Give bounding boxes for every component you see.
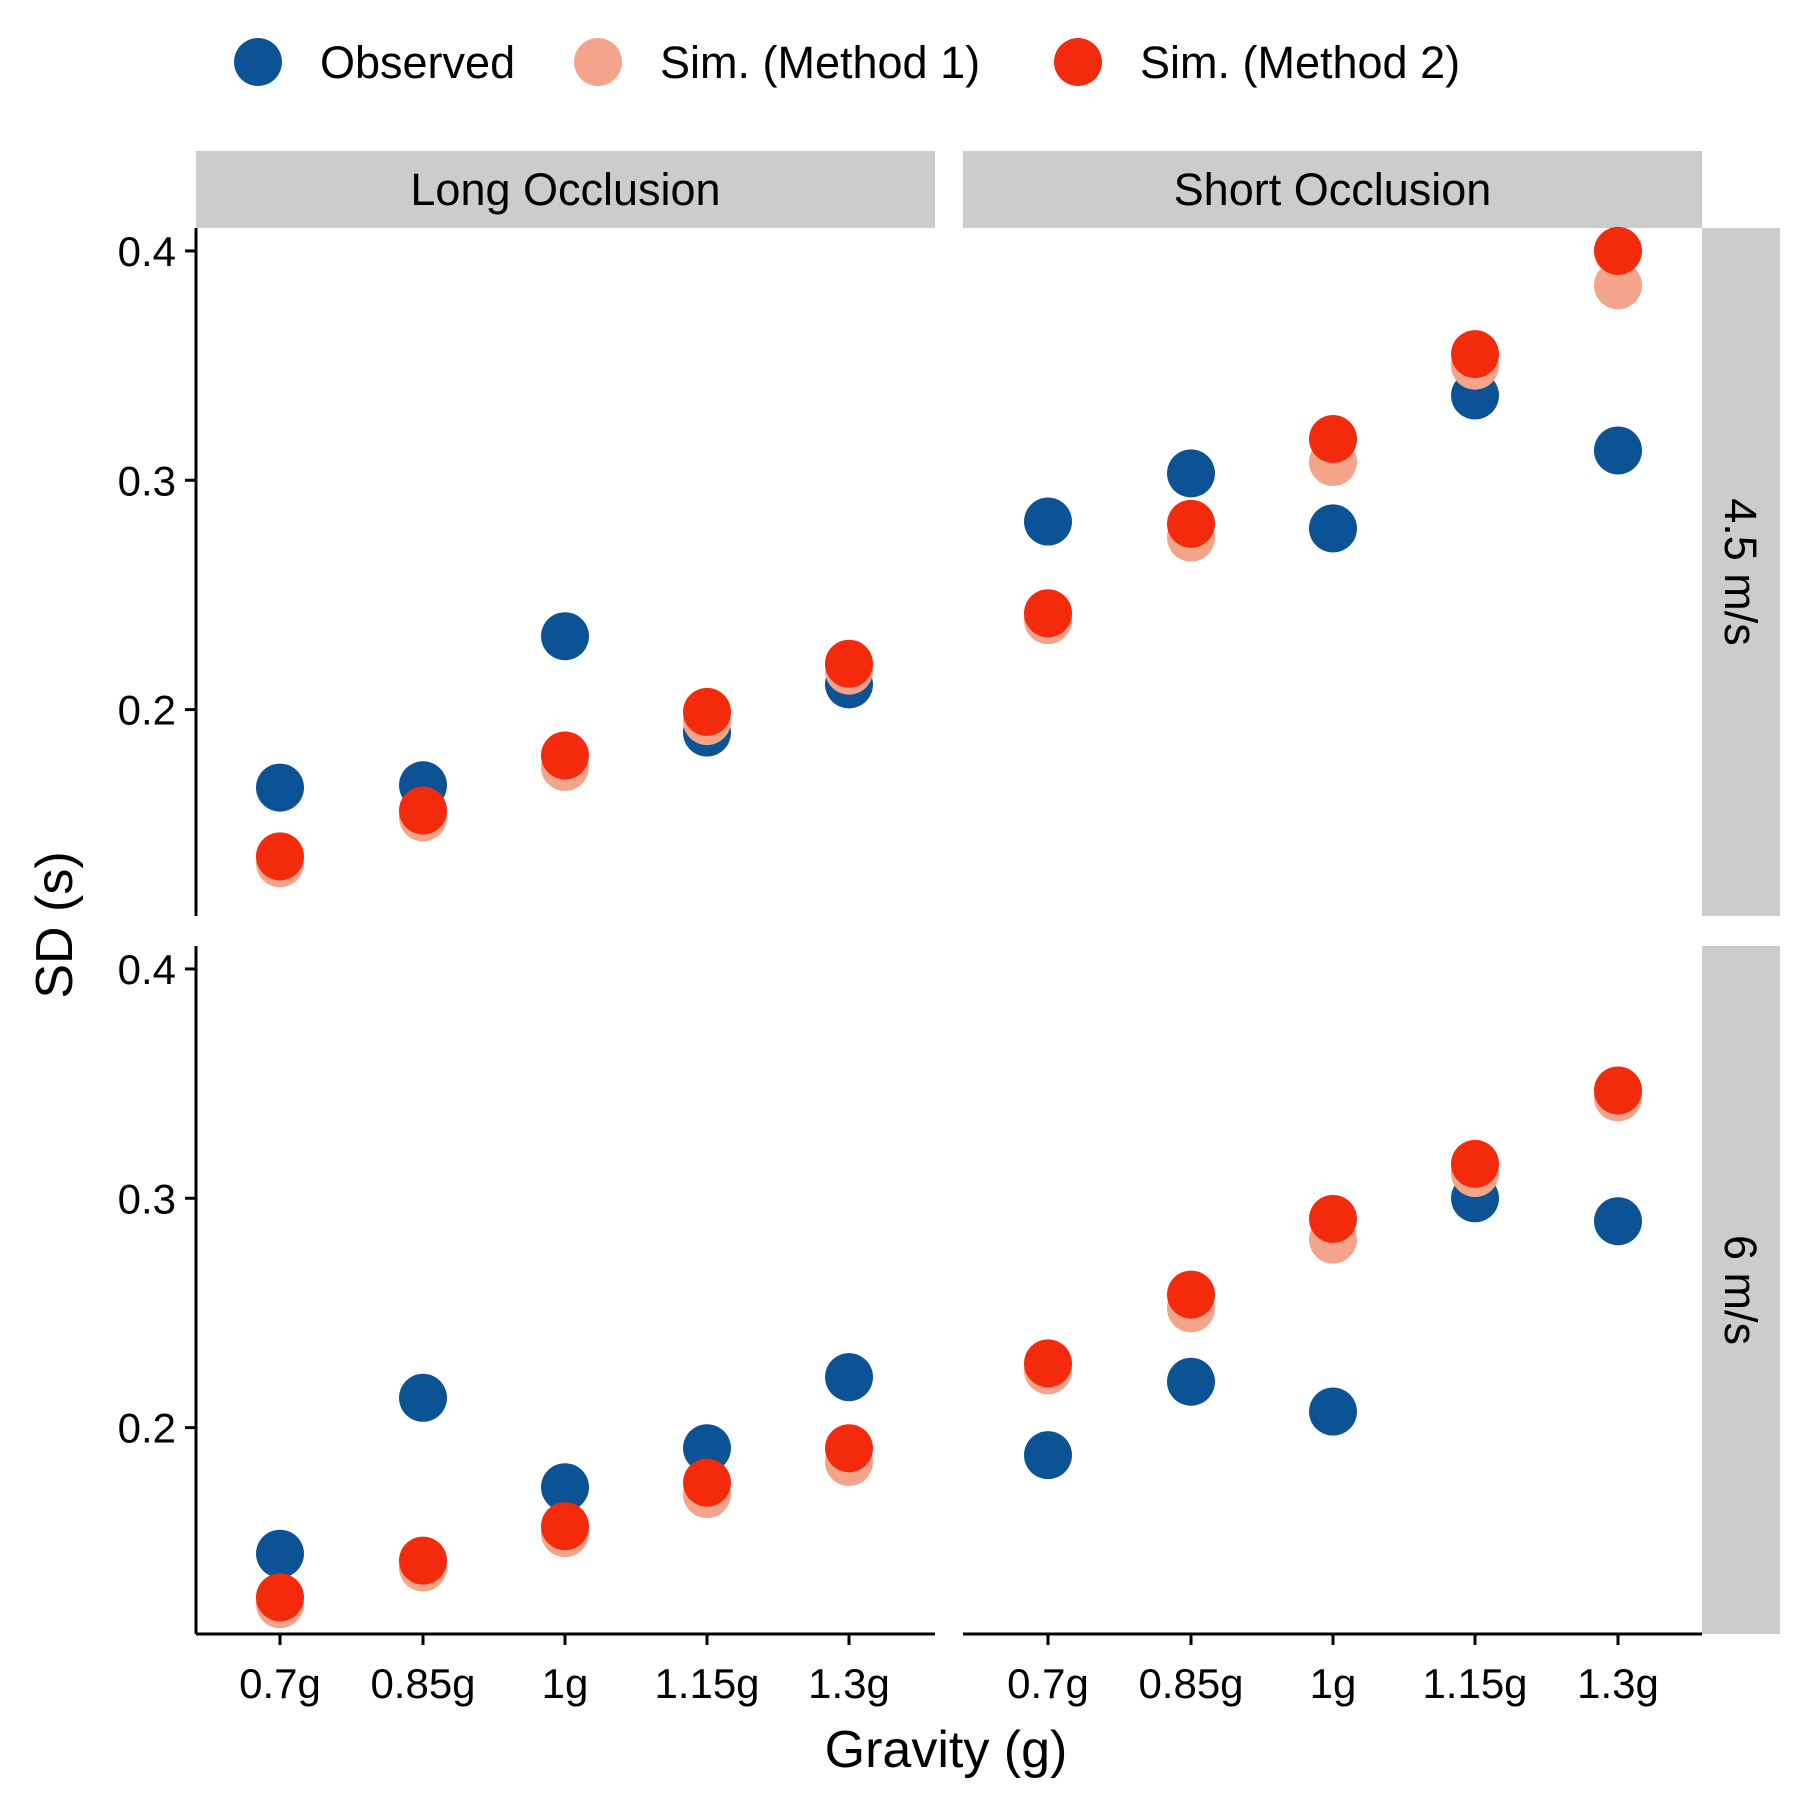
- legend: Observed Sim. (Method 1) Sim. (Method 2): [234, 37, 1460, 88]
- point-sim-method-2: [683, 687, 731, 736]
- point-sim-method-2: [541, 1502, 589, 1551]
- y-tick-label: 0.3: [118, 457, 176, 504]
- legend-label-sim-method-2: Sim. (Method 2): [1140, 37, 1460, 88]
- point-sim-method-2: [1024, 1339, 1072, 1388]
- point-observed: [1594, 1197, 1642, 1246]
- legend-key-observed: [234, 38, 282, 86]
- facet-label-4-5-m-s: 4.5 m/s: [1715, 498, 1766, 646]
- point-sim-method-2: [256, 832, 304, 881]
- point-sim-method-2: [683, 1458, 731, 1507]
- x-tick-label: 0.85g: [1138, 1660, 1243, 1707]
- point-sim-method-2: [1594, 1066, 1642, 1115]
- point-sim-method-2: [399, 1536, 447, 1585]
- point-sim-method-1: [1594, 261, 1642, 310]
- point-sim-method-2: [1451, 330, 1499, 379]
- legend-label-sim-method-1: Sim. (Method 1): [660, 37, 980, 88]
- y-tick-label: 0.4: [118, 946, 176, 993]
- point-sim-method-2: [1594, 226, 1642, 275]
- point-observed: [1024, 1431, 1072, 1480]
- point-observed: [1167, 1357, 1215, 1406]
- y-tick-label: 0.3: [118, 1175, 176, 1222]
- legend-key-sim-method-2: [1054, 38, 1102, 86]
- x-tick-label: 0.7g: [239, 1660, 321, 1707]
- point-observed: [1309, 504, 1357, 553]
- facet-strip-4-5-m-s: [1702, 228, 1780, 916]
- legend-key-sim-method-1: [574, 38, 622, 86]
- point-observed: [399, 1373, 447, 1422]
- x-tick-label: 0.7g: [1007, 1660, 1089, 1707]
- point-observed: [1167, 449, 1215, 498]
- y-tick-label: 0.2: [118, 1405, 176, 1452]
- legend-label-observed: Observed: [320, 37, 515, 88]
- point-sim-method-2: [1167, 1270, 1215, 1319]
- point-sim-method-2: [1309, 1194, 1357, 1243]
- point-sim-method-2: [825, 1424, 873, 1473]
- y-tick-label: 0.4: [118, 228, 176, 275]
- point-observed: [1024, 497, 1072, 546]
- axes: 0.2 0.3 0.4 0.2 0.3 0.4 0.7g 0.85g 1g 1.15g 1.3g 0.…: [118, 228, 1702, 1707]
- x-tick-label: 1.3g: [808, 1660, 890, 1707]
- y-tick-label: 0.2: [118, 687, 176, 734]
- point-observed: [1594, 426, 1642, 475]
- x-tick-label: 1.15g: [654, 1660, 759, 1707]
- point-sim-method-2: [1167, 499, 1215, 548]
- point-observed: [683, 1424, 731, 1473]
- axis-titles: Gravity (g) SD (s): [26, 851, 1067, 1779]
- facet-label-long-occlusion: Long Occlusion: [410, 164, 720, 215]
- point-observed: [1309, 1387, 1357, 1436]
- y-axis-title: SD (s): [26, 851, 84, 998]
- facet-label-6-m-s: 6 m/s: [1715, 1235, 1766, 1345]
- point-sim-method-2: [1309, 414, 1357, 463]
- facet-strip-long-occlusion: [196, 151, 935, 228]
- point-observed: [541, 1463, 589, 1512]
- facet-strip-6-m-s: [1702, 946, 1780, 1634]
- point-sim-method-2: [825, 639, 873, 688]
- point-observed: [825, 1353, 873, 1402]
- x-tick-label: 1g: [1310, 1660, 1357, 1707]
- point-sim-method-2: [399, 786, 447, 835]
- x-tick-label: 0.85g: [370, 1660, 475, 1707]
- point-sim-method-2: [1451, 1139, 1499, 1188]
- x-tick-label: 1.15g: [1422, 1660, 1527, 1707]
- point-observed: [256, 1529, 304, 1578]
- x-tick-label: 1.3g: [1577, 1660, 1659, 1707]
- x-tick-label: 1g: [542, 1660, 589, 1707]
- facet-strips: Long Occlusion Short Occlusion 4.5 m/s 6 m/…: [196, 151, 1780, 1634]
- point-observed: [256, 763, 304, 812]
- point-sim-method-2: [256, 1573, 304, 1622]
- x-axis-title: Gravity (g): [825, 1721, 1068, 1779]
- facet-strip-short-occlusion: [963, 151, 1702, 228]
- point-sim-method-2: [541, 731, 589, 780]
- data-points: [256, 226, 1642, 1629]
- facet-label-short-occlusion: Short Occlusion: [1174, 164, 1492, 215]
- point-sim-method-2: [1024, 589, 1072, 638]
- point-observed: [541, 612, 589, 661]
